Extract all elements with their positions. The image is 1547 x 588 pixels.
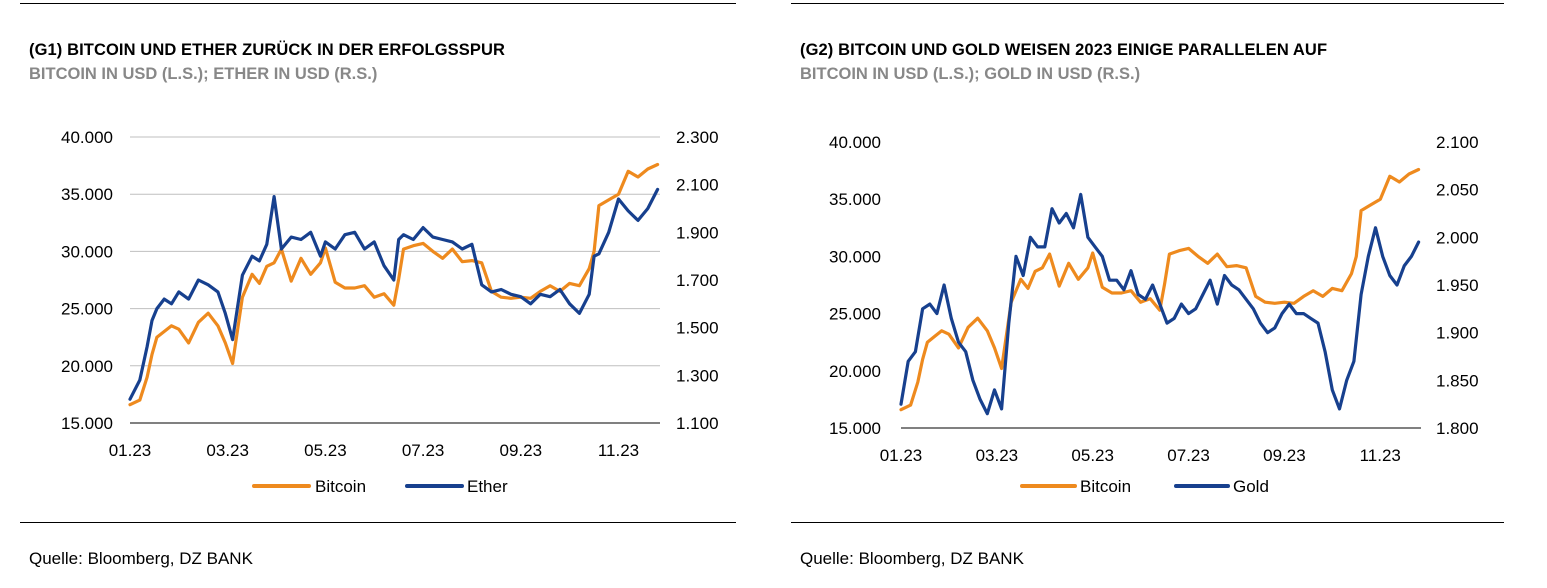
line-chart-g1: 15.000 20.000 25.000 30.000 35.000 40.000 1.10… [61, 128, 719, 496]
x-tick-label: 01.23 [109, 441, 152, 460]
y-right-tick-label: 1.900 [676, 223, 719, 242]
top-rule [20, 3, 736, 4]
series-line-ether [128, 187, 660, 401]
x-tick-label: 03.23 [206, 441, 249, 460]
x-tick-label: 11.23 [1360, 446, 1401, 465]
y-left-tick-label: 20.000 [829, 362, 881, 381]
legend-label-ether: Ether [467, 477, 508, 496]
top-rule [791, 3, 1504, 4]
y-right-tick-label: 1.850 [1436, 371, 1479, 390]
y-right-tick-label: 1.300 [676, 366, 719, 385]
y-right-tick-label: 2.000 [1436, 228, 1479, 247]
y-left-tick-label: 40.000 [61, 128, 113, 147]
y-left-tick-label: 15.000 [829, 419, 881, 438]
y-left-tick-label: 30.000 [61, 242, 113, 261]
x-tick-label: 05.23 [304, 441, 347, 460]
chart-panel-g2: (G2) BITCOIN UND GOLD WEISEN 2023 EINIGE… [791, 0, 1504, 588]
x-tick-label: 09.23 [500, 441, 543, 460]
series-line-gold [899, 192, 1421, 416]
source-note: Quelle: Bloomberg, DZ BANK [29, 549, 253, 568]
legend-label-bitcoin: Bitcoin [315, 477, 366, 496]
y-right-tick-label: 1.700 [676, 271, 719, 290]
y-left-tick-label: 20.000 [61, 357, 113, 376]
y-right-tick-label: 2.050 [1436, 181, 1479, 200]
chart-title: (G2) BITCOIN UND GOLD WEISEN 2023 EINIGE… [800, 41, 1328, 59]
legend-label-bitcoin: Bitcoin [1080, 477, 1131, 496]
y-right-tick-label: 1.900 [1436, 324, 1479, 343]
legend-label-gold: Gold [1233, 477, 1269, 496]
x-tick-label: 07.23 [402, 441, 445, 460]
y-right-tick-label: 2.100 [676, 176, 719, 195]
chart-title: (G1) BITCOIN UND ETHER ZURÜCK IN DER ERF… [29, 41, 505, 59]
x-tick-label: 07.23 [1167, 446, 1210, 465]
y-right-tick-label: 1.500 [676, 319, 719, 338]
y-right-tick-label: 1.100 [676, 414, 719, 433]
y-right-tick-label: 2.300 [676, 128, 719, 147]
y-right-tick-label: 1.950 [1436, 276, 1479, 295]
y-left-tick-label: 15.000 [61, 414, 113, 433]
chart-panel-g1: (G1) BITCOIN UND ETHER ZURÜCK IN DER ERF… [20, 0, 736, 588]
y-left-tick-label: 25.000 [829, 305, 881, 324]
chart-subtitle: BITCOIN IN USD (L.S.); GOLD IN USD (R.S.… [800, 65, 1141, 83]
x-tick-label: 01.23 [880, 446, 923, 465]
y-left-tick-label: 35.000 [61, 185, 113, 204]
y-right-tick-label: 2.100 [1436, 133, 1479, 152]
x-tick-label: 11.23 [598, 441, 639, 460]
x-tick-label: 09.23 [1263, 446, 1306, 465]
y-left-tick-label: 35.000 [829, 190, 881, 209]
x-tick-label: 05.23 [1071, 446, 1114, 465]
chart-subtitle: BITCOIN IN USD (L.S.); ETHER IN USD (R.S… [29, 65, 378, 83]
bottom-rule [791, 522, 1504, 523]
series-line-bitcoin [128, 162, 660, 407]
line-chart-g2: 15.000 20.000 25.000 30.000 35.000 40.000 1.80… [829, 133, 1479, 496]
series-line-bitcoin [899, 167, 1421, 412]
y-right-tick-label: 1.800 [1436, 419, 1479, 438]
source-note: Quelle: Bloomberg, DZ BANK [800, 549, 1024, 568]
bottom-rule [20, 522, 736, 523]
y-left-tick-label: 40.000 [829, 133, 881, 152]
y-left-tick-label: 25.000 [61, 300, 113, 319]
x-tick-label: 03.23 [976, 446, 1019, 465]
y-left-tick-label: 30.000 [829, 247, 881, 266]
